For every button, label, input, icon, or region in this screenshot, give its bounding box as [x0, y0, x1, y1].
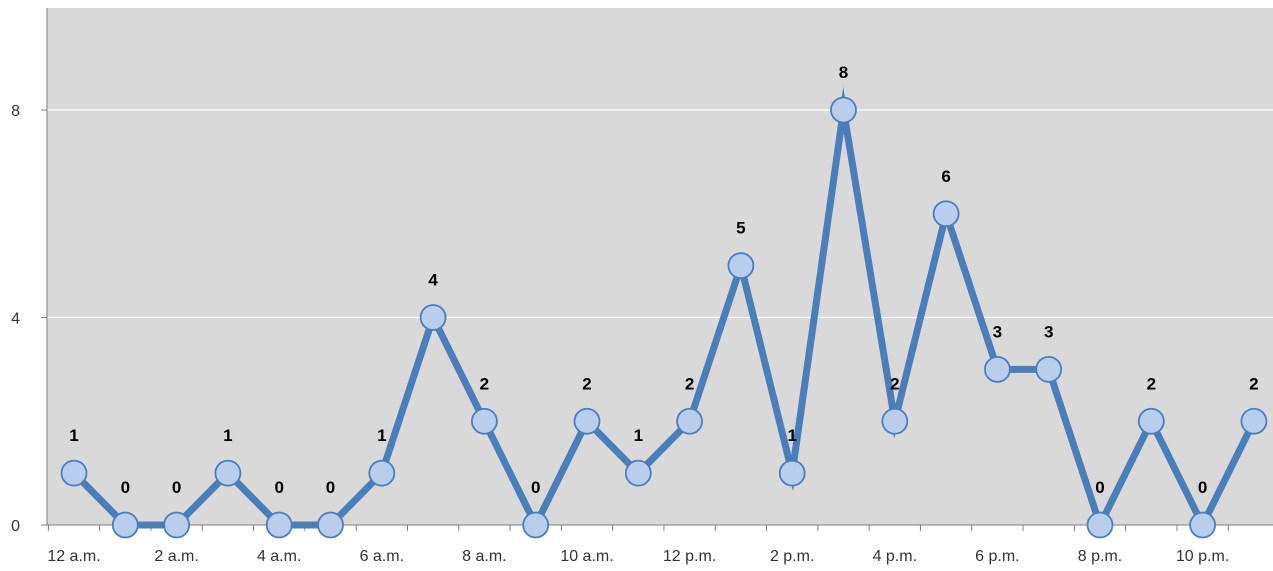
data-label: 3: [993, 322, 1002, 341]
y-tick-label: 4: [11, 311, 20, 328]
x-tick-label: 4 a.m.: [257, 548, 301, 565]
data-label: 1: [69, 426, 78, 445]
data-point: [932, 200, 960, 228]
data-label: 2: [1249, 374, 1258, 393]
x-tick-label: 6 p.m.: [975, 548, 1019, 565]
y-tick-label: 8: [11, 103, 20, 120]
data-label: 1: [377, 426, 386, 445]
data-point: [1240, 407, 1268, 435]
data-point: [778, 459, 806, 487]
x-tick-label: 10 p.m.: [1176, 548, 1229, 565]
y-axis-tick-labels: 0 4 8: [11, 103, 20, 535]
data-label: 0: [1095, 478, 1104, 497]
x-axis-tick-labels: 12 a.m. 2 a.m. 4 a.m. 6 a.m. 8 a.m. 10 a.m. 12…: [47, 548, 1229, 565]
data-label: 2: [890, 374, 899, 393]
x-tick-label: 6 a.m.: [360, 548, 404, 565]
x-tick-label: 8 p.m.: [1078, 548, 1122, 565]
data-label: 0: [172, 478, 181, 497]
data-labels: 1 0 0 1 0 0 1 4 2 0 2 1 2 5 1 8 2 6 3 3 0 2 0 2: [69, 63, 1258, 497]
data-point: [1035, 355, 1063, 383]
data-point: [368, 459, 396, 487]
data-label: 6: [941, 167, 950, 186]
x-tick-label: 12 p.m.: [663, 548, 716, 565]
x-tick-label: 8 a.m.: [462, 548, 506, 565]
data-point: [830, 96, 857, 124]
data-label: 0: [121, 478, 130, 497]
x-tick-label: 12 a.m.: [47, 548, 100, 565]
x-tick-label: 2 p.m.: [770, 548, 814, 565]
data-point: [470, 407, 498, 435]
data-point: [60, 459, 88, 487]
data-point: [419, 304, 447, 331]
data-label: 1: [634, 426, 643, 445]
data-label: 1: [787, 426, 796, 445]
data-label: 0: [531, 478, 540, 497]
data-label: 5: [736, 219, 745, 238]
data-label: 1: [223, 426, 232, 445]
data-label: 3: [1044, 322, 1053, 341]
series: [60, 86, 1268, 539]
data-point: [522, 511, 550, 539]
data-point: [624, 459, 652, 487]
data-point: [573, 407, 601, 435]
y-tick-label: 0: [11, 518, 20, 535]
data-point: [727, 252, 755, 280]
data-label: 0: [274, 478, 283, 497]
x-tick-label: 2 a.m.: [154, 548, 198, 565]
data-label: 4: [428, 271, 438, 290]
data-point: [1137, 407, 1165, 435]
data-point: [317, 511, 344, 539]
data-label: 8: [839, 63, 848, 82]
gridlines: [47, 109, 1273, 319]
data-point: [676, 407, 703, 435]
data-point: [1086, 511, 1114, 539]
data-label: 0: [1198, 478, 1207, 497]
data-point: [1189, 511, 1216, 539]
x-tick-label: 4 p.m.: [873, 548, 917, 565]
data-label: 2: [1147, 374, 1156, 393]
data-point: [214, 459, 242, 487]
data-point: [265, 511, 293, 539]
data-point: [984, 355, 1011, 383]
x-tick-label: 10 a.m.: [560, 548, 613, 565]
data-point: [163, 511, 191, 539]
data-label: 0: [326, 478, 335, 497]
data-label: 2: [685, 374, 694, 393]
data-label: 2: [582, 374, 591, 393]
data-label: 2: [480, 374, 489, 393]
data-point: [111, 511, 139, 539]
data-point: [881, 407, 909, 435]
